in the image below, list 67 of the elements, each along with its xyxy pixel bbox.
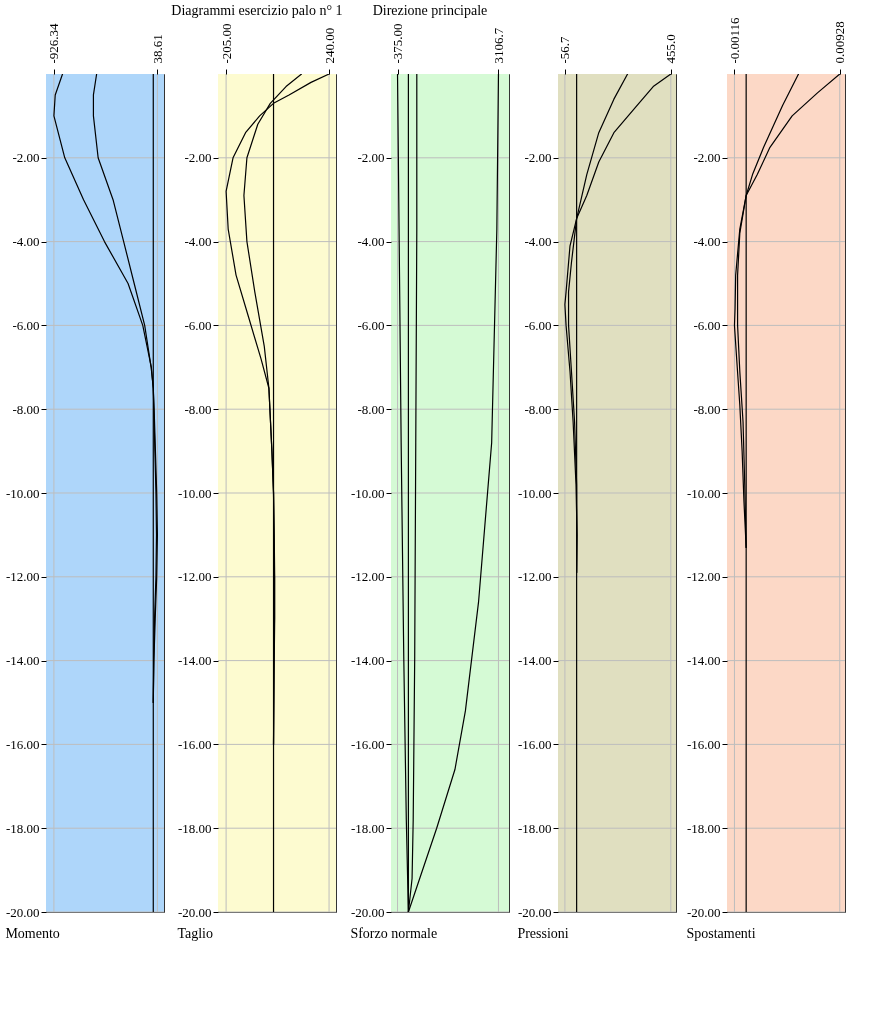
y-tick-label: -12.00 [5, 569, 40, 585]
x-axis-title: Momento [5, 926, 60, 941]
x-tick-label: 0.00928 [832, 21, 848, 64]
chart-title: Direzione principale [372, 3, 488, 19]
y-tick-label: -10.00 [177, 485, 212, 501]
y-tick-label: -18.00 [177, 820, 212, 836]
y-tick-label: -6.00 [693, 317, 721, 333]
y-tick-label: -16.00 [517, 736, 552, 752]
y-tick-label: -16.00 [177, 736, 212, 752]
y-tick-label: -10.00 [350, 485, 385, 501]
x-tick-label: 38.61 [149, 34, 165, 64]
x-axis-title: Sforzo normale [350, 926, 438, 941]
y-tick-label: -6.00 [184, 317, 212, 333]
y-tick-label: -16.00 [5, 736, 40, 752]
y-tick-label: -12.00 [177, 569, 212, 585]
y-tick-label: -6.00 [12, 317, 40, 333]
y-tick-label: -16.00 [686, 736, 721, 752]
chart-title: Diagrammi esercizio palo n° 1 [171, 3, 343, 19]
y-tick-label: -20.00 [5, 904, 40, 920]
y-tick-label: -20.00 [350, 904, 385, 920]
y-tick-label: -10.00 [5, 485, 40, 501]
y-tick-label: -18.00 [5, 820, 40, 836]
x-tick-label: 3106.7 [490, 27, 506, 64]
y-tick-label: -4.00 [524, 234, 552, 250]
y-tick-label: -16.00 [350, 736, 385, 752]
y-tick-label: -10.00 [517, 485, 552, 501]
y-tick-label: -8.00 [524, 401, 552, 417]
y-tick-label: -18.00 [350, 820, 385, 836]
x-tick-label: -56.7 [557, 35, 573, 64]
x-axis-title: Pressioni [517, 926, 569, 941]
y-tick-label: -18.00 [686, 820, 721, 836]
y-tick-label: -14.00 [517, 653, 552, 669]
y-tick-label: -8.00 [357, 401, 385, 417]
y-tick-label: -6.00 [357, 317, 385, 333]
y-tick-label: -20.00 [686, 904, 721, 920]
y-tick-label: -20.00 [517, 904, 552, 920]
y-tick-label: -2.00 [524, 150, 552, 166]
x-tick-label: -205.00 [218, 23, 234, 64]
y-tick-label: -2.00 [693, 150, 721, 166]
y-tick-label: -18.00 [517, 820, 552, 836]
y-tick-label: -8.00 [693, 401, 721, 417]
x-tick-label: -375.00 [390, 23, 406, 64]
y-tick-label: -2.00 [184, 150, 212, 166]
x-axis-title: Taglio [177, 926, 213, 941]
y-tick-label: -14.00 [5, 653, 40, 669]
y-tick-label: -8.00 [184, 401, 212, 417]
y-tick-label: -12.00 [350, 569, 385, 585]
y-tick-label: -12.00 [517, 569, 552, 585]
x-tick-label: 240.00 [321, 27, 337, 64]
x-tick-label: -0.00116 [726, 16, 742, 64]
y-tick-label: -14.00 [177, 653, 212, 669]
x-tick-label: -926.34 [46, 22, 62, 64]
y-tick-label: -20.00 [177, 904, 212, 920]
x-tick-label: 455.0 [663, 34, 679, 64]
y-tick-label: -4.00 [12, 234, 40, 250]
y-tick-label: -14.00 [686, 653, 721, 669]
y-tick-label: -14.00 [350, 653, 385, 669]
y-tick-label: -2.00 [357, 150, 385, 166]
y-tick-label: -10.00 [686, 485, 721, 501]
y-tick-label: -12.00 [686, 569, 721, 585]
y-tick-label: -4.00 [184, 234, 212, 250]
y-tick-label: -4.00 [357, 234, 385, 250]
y-tick-label: -2.00 [12, 150, 40, 166]
y-tick-label: -6.00 [524, 317, 552, 333]
x-axis-title: Spostamenti [686, 926, 756, 941]
y-tick-label: -8.00 [12, 401, 40, 417]
y-tick-label: -4.00 [693, 234, 721, 250]
